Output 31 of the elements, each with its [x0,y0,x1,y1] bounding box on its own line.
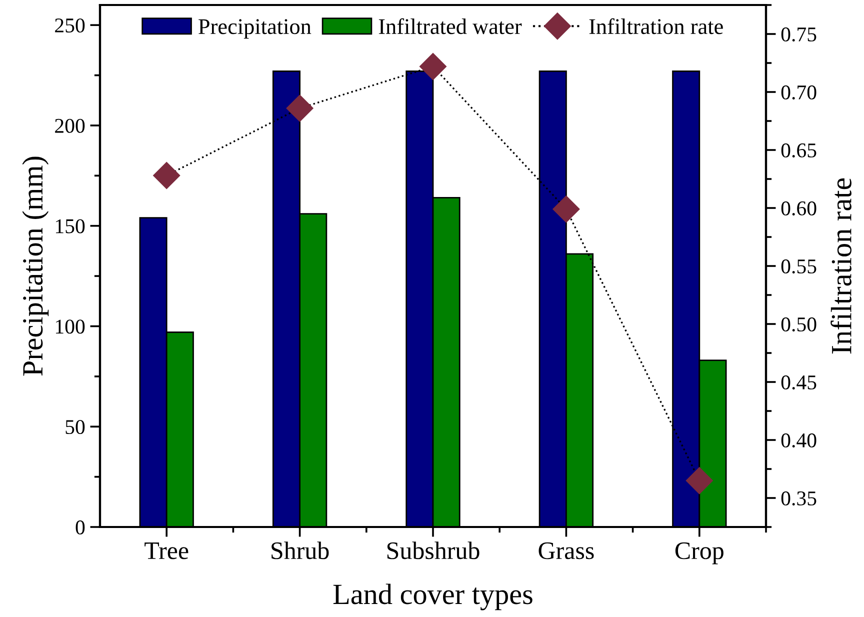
y-tick-label: 100 [56,320,85,334]
y2-tick-label: 0.40 [781,433,816,448]
y-tick-label: 50 [66,420,85,434]
y-tick-label: 250 [55,18,85,33]
point [153,162,180,189]
x-tick-label: Shrub [272,542,329,560]
y2-tick-label: 0.60 [781,201,816,216]
y-tick-label: 0 [76,520,85,534]
y-tick-label: 200 [55,118,85,133]
y2-tick-label: 0.70 [781,85,816,100]
legend-label: Infiltration rate [589,18,723,34]
y-axis-title: Precipitation (mm) [22,156,49,376]
legend-label: Infiltrated water [378,18,522,34]
x-tick-label: Tree [144,542,188,560]
y2-tick-label: 0.35 [781,491,816,506]
legend-label: Precipitation [198,19,312,39]
point [686,467,713,494]
x-tick-label: Grass [538,542,594,560]
y2-tick-label: 0.55 [781,259,816,274]
y2-tick-label: 0.75 [781,27,816,42]
point [420,53,446,80]
y2-tick-label: 0.65 [781,143,816,158]
x-tick-label: Subshrub [387,542,480,560]
x-axis-title: Land cover types [333,584,532,610]
y2-axis-title: Infiltration rate [830,178,852,354]
y-tick-label: 150 [56,219,85,234]
y2-tick-label: 0.50 [781,317,816,332]
y2-tick-label: 0.45 [781,375,816,390]
point [286,94,314,122]
point [552,196,580,223]
x-tick-label: Crop [675,542,724,564]
